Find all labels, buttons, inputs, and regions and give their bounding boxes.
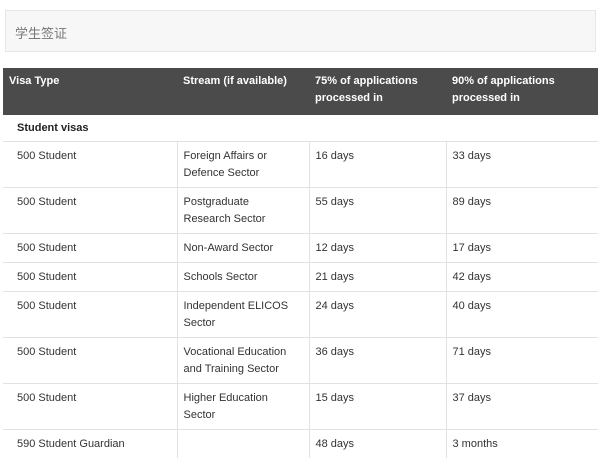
column-header: 75% of applications processed in bbox=[309, 68, 446, 115]
table-cell: 500 Student bbox=[3, 234, 177, 263]
table-cell: Non-Award Sector bbox=[177, 234, 309, 263]
column-header: Visa Type bbox=[3, 68, 177, 115]
table-cell: 17 days bbox=[446, 234, 598, 263]
table-cell: 33 days bbox=[446, 142, 598, 188]
table-cell: 71 days bbox=[446, 338, 598, 384]
table-cell: 500 Student bbox=[3, 384, 177, 430]
table-cell: 36 days bbox=[309, 338, 446, 384]
table-cell: 3 months bbox=[446, 430, 598, 458]
table-cell: 500 Student bbox=[3, 263, 177, 292]
table-cell: 590 Student Guardian bbox=[3, 430, 177, 458]
column-header: Stream (if available) bbox=[177, 68, 309, 115]
table-cell: Independent ELICOS Sector bbox=[177, 292, 309, 338]
table-cell: 24 days bbox=[309, 292, 446, 338]
table-cell: 55 days bbox=[309, 188, 446, 234]
table-cell: 16 days bbox=[309, 142, 446, 188]
table-cell: Vocational Education and Training Sector bbox=[177, 338, 309, 384]
table-cell: 48 days bbox=[309, 430, 446, 458]
column-header: 90% of applications processed in bbox=[446, 68, 598, 115]
table-cell bbox=[177, 430, 309, 458]
title-box: 学生签证 bbox=[5, 10, 596, 52]
table-cell: 12 days bbox=[309, 234, 446, 263]
table-cell: Foreign Affairs or Defence Sector bbox=[177, 142, 309, 188]
table-cell: 37 days bbox=[446, 384, 598, 430]
table-cell: 500 Student bbox=[3, 142, 177, 188]
table-cell: 89 days bbox=[446, 188, 598, 234]
table-cell: 21 days bbox=[309, 263, 446, 292]
table-cell: Schools Sector bbox=[177, 263, 309, 292]
table-cell: Postgraduate Research Sector bbox=[177, 188, 309, 234]
page-title: 学生签证 bbox=[15, 23, 67, 42]
table-cell: 500 Student bbox=[3, 338, 177, 384]
section-label: Student visas bbox=[3, 115, 598, 142]
section-row: Student visas bbox=[3, 115, 598, 142]
table-cell: 42 days bbox=[446, 263, 598, 292]
table-cell: 500 Student bbox=[3, 292, 177, 338]
table-cell: Higher Education Sector bbox=[177, 384, 309, 430]
table-cell: 15 days bbox=[309, 384, 446, 430]
table-cell: 500 Student bbox=[3, 188, 177, 234]
table-cell: 40 days bbox=[446, 292, 598, 338]
